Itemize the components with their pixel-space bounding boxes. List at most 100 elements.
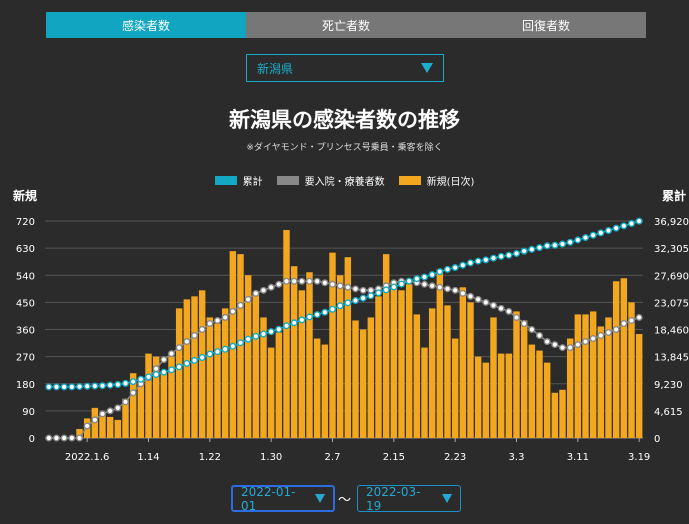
- point-cumulative: [167, 366, 175, 374]
- prefecture-select[interactable]: 新潟県: [246, 54, 444, 82]
- point-cumulative: [520, 247, 528, 255]
- point-cumulative: [75, 383, 83, 391]
- bar-new-cases: [129, 373, 137, 438]
- point-cumulative: [298, 316, 306, 324]
- point-cumulative: [221, 345, 229, 353]
- chevron-down-icon: [442, 494, 452, 503]
- tab-recovered[interactable]: 回復者数: [446, 12, 646, 38]
- point-hospitalized: [275, 280, 283, 288]
- bar-new-cases: [214, 323, 221, 438]
- point-hospitalized: [252, 289, 260, 297]
- point-hospitalized: [75, 434, 83, 442]
- point-hospitalized: [559, 344, 567, 352]
- bar-new-cases: [137, 377, 145, 438]
- legend-item-hospitalized[interactable]: 要入院・療養者数: [276, 173, 385, 188]
- point-cumulative: [352, 296, 360, 304]
- point-cumulative: [536, 244, 544, 252]
- point-hospitalized: [175, 344, 183, 352]
- point-hospitalized: [152, 365, 160, 373]
- point-cumulative: [275, 325, 283, 333]
- bar-new-cases: [505, 353, 513, 438]
- point-hospitalized: [60, 434, 68, 442]
- bar-new-cases: [191, 296, 198, 438]
- bar-new-cases: [175, 308, 183, 438]
- bar-new-cases: [566, 338, 574, 438]
- chart-title: 新潟県の感染者数の推移: [229, 108, 460, 132]
- bar-new-cases: [589, 311, 597, 438]
- point-cumulative: [114, 381, 122, 389]
- bar-new-cases: [306, 272, 313, 438]
- point-cumulative: [290, 319, 298, 327]
- point-hospitalized: [221, 313, 229, 321]
- point-hospitalized: [198, 326, 206, 334]
- bar-new-cases: [329, 252, 336, 438]
- point-hospitalized: [236, 301, 244, 309]
- right-axis-title: 累計: [662, 189, 687, 203]
- point-hospitalized: [53, 434, 61, 442]
- left-axis-title: 新規: [13, 189, 38, 203]
- point-cumulative: [589, 231, 597, 239]
- point-cumulative: [543, 242, 551, 250]
- point-cumulative: [336, 302, 344, 310]
- bar-new-cases: [620, 278, 628, 438]
- point-cumulative: [137, 375, 145, 383]
- bar-new-cases: [528, 344, 536, 438]
- point-hospitalized: [206, 319, 214, 327]
- y-tick-label-left: 360: [16, 326, 35, 337]
- legend-label-cumulative: 累計: [242, 177, 263, 188]
- chevron-down-icon: [421, 63, 433, 73]
- tab-deaths[interactable]: 死亡者数: [246, 12, 446, 38]
- tab-cases[interactable]: 感染者数: [46, 12, 246, 38]
- bar-new-cases: [152, 356, 160, 438]
- bar-new-cases: [375, 296, 382, 438]
- y-tick-label-left: 90: [22, 407, 35, 418]
- legend-item-new[interactable]: 新規(日次): [398, 173, 474, 188]
- point-cumulative: [451, 264, 459, 272]
- point-cumulative: [628, 219, 636, 227]
- point-cumulative: [513, 249, 521, 257]
- point-cumulative: [321, 308, 329, 316]
- point-cumulative: [482, 256, 490, 264]
- bar-new-cases: [382, 254, 390, 438]
- tab-bar: 感染者数 死亡者数 回復者数: [46, 12, 646, 38]
- y-tick-label-right: 9,230: [654, 380, 683, 391]
- bar-new-cases: [267, 347, 275, 438]
- point-hospitalized: [451, 286, 459, 294]
- point-cumulative: [206, 350, 214, 358]
- point-cumulative: [474, 257, 482, 265]
- bar-new-cases: [336, 275, 344, 438]
- legend-swatch-new: [398, 176, 421, 185]
- bar-new-cases: [444, 305, 451, 438]
- point-cumulative: [53, 383, 61, 391]
- point-hospitalized: [160, 356, 168, 364]
- point-hospitalized: [635, 313, 643, 321]
- point-hospitalized: [229, 307, 237, 315]
- y-tick-label-left: 630: [16, 244, 35, 255]
- point-hospitalized: [536, 332, 544, 340]
- bar-new-cases: [413, 314, 421, 438]
- point-hospitalized: [543, 338, 551, 346]
- point-hospitalized: [566, 344, 574, 352]
- bar-new-cases: [260, 317, 267, 438]
- point-hospitalized: [459, 289, 467, 297]
- bar-new-cases: [436, 269, 444, 438]
- date-from-select[interactable]: 2022-01-01: [231, 485, 335, 513]
- y-tick-label-right: 32,305: [654, 244, 689, 255]
- point-hospitalized: [183, 338, 191, 346]
- point-cumulative: [45, 383, 53, 391]
- point-hospitalized: [436, 283, 444, 291]
- point-hospitalized: [620, 319, 628, 327]
- point-hospitalized: [520, 319, 528, 327]
- bar-new-cases: [313, 338, 321, 438]
- bar-new-cases: [206, 317, 214, 438]
- legend-swatch-hospitalized: [276, 176, 299, 185]
- point-cumulative: [528, 245, 536, 253]
- chart-subtitle: ※ダイヤモンド・プリンセス号乗員・乗客を除く: [246, 143, 443, 153]
- point-hospitalized: [336, 282, 344, 290]
- bar-new-cases: [543, 362, 551, 438]
- legend-item-cumulative[interactable]: 累計: [214, 173, 263, 188]
- legend-label-hospitalized: 要入院・療養者数: [304, 177, 385, 188]
- bar-new-cases: [160, 373, 168, 438]
- date-to-select[interactable]: 2022-03-19: [357, 485, 461, 513]
- point-cumulative: [551, 241, 559, 249]
